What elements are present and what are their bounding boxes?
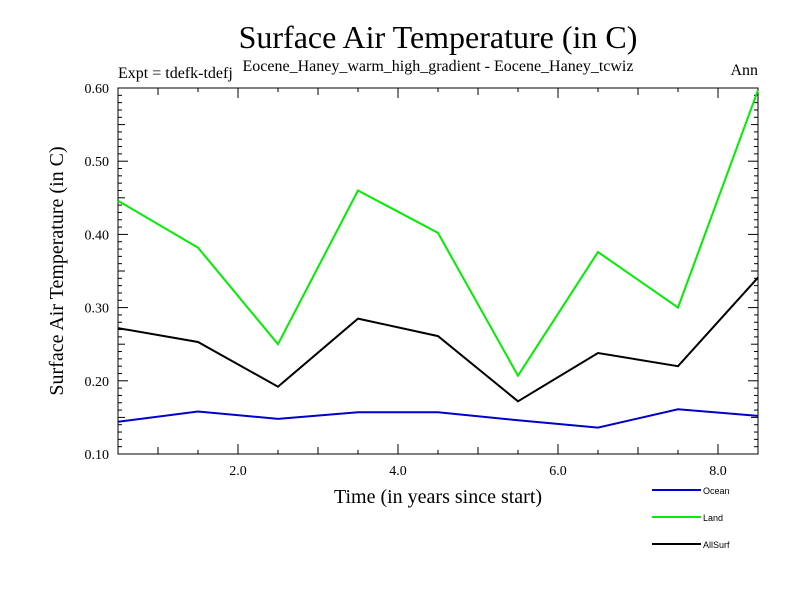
series-line-land <box>117 89 759 378</box>
plot-frame <box>117 87 759 455</box>
x-tick-label: 4.0 <box>389 464 407 479</box>
legend-label-land: Land <box>703 513 723 523</box>
x-tick-label: 2.0 <box>229 464 247 479</box>
legend: Ocean Land AllSurf <box>652 486 730 550</box>
y-tick-label: 0.40 <box>85 228 110 243</box>
axes: 0.10 0.20 0.30 0.40 0.50 0.60 2.0 4.0 6.0 8.0 <box>85 82 758 479</box>
y-tick-label: 0.50 <box>85 155 110 170</box>
chart-title: Surface Air Temperature (in C) <box>239 19 638 55</box>
series-lines <box>117 89 759 429</box>
expt-label: Expt = tdefk-tdefj <box>118 65 233 82</box>
y-tick-label: 0.30 <box>85 302 110 317</box>
legend-label-allsurf: AllSurf <box>703 540 730 550</box>
legend-label-ocean: Ocean <box>703 486 730 496</box>
y-tick-label: 0.60 <box>85 82 110 97</box>
y-axis-label: Surface Air Temperature (in C) <box>46 146 68 395</box>
series-line-ocean <box>117 408 759 429</box>
x-tick-label: 8.0 <box>709 464 727 479</box>
x-tick-label: 6.0 <box>549 464 567 479</box>
period-label: Ann <box>730 62 758 79</box>
y-tick-label: 0.10 <box>85 448 110 463</box>
series-line-allsurf <box>117 276 759 403</box>
x-axis-label: Time (in years since start) <box>334 486 542 508</box>
chart-subtitle: Eocene_Haney_warm_high_gradient - Eocene… <box>243 58 634 75</box>
y-tick-label: 0.20 <box>85 375 110 390</box>
